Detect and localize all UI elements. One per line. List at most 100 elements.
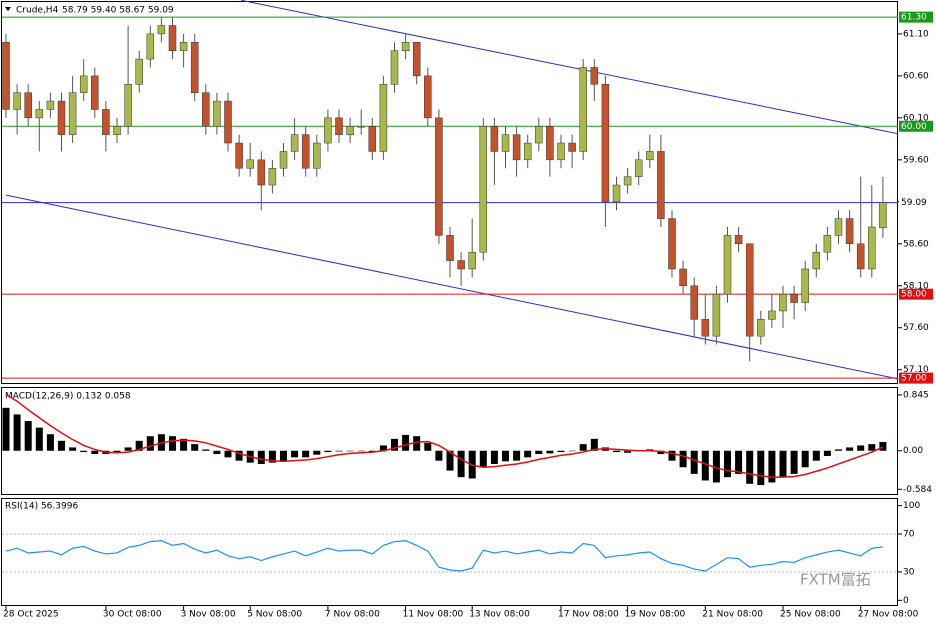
candle-body [801,268,809,303]
macd-bar [746,450,754,484]
candle-body [290,134,299,152]
candle-body [634,159,643,177]
macd-bar [291,450,299,458]
candle-body [712,293,721,337]
level-tag [899,197,933,209]
macd-bar [457,450,465,478]
candle-body [335,117,343,135]
candle-body [91,75,99,110]
macd-bar [113,450,121,453]
macd-bar [391,438,398,451]
y-tick-label: 0 [903,596,909,606]
y-tick-label: 59.60 [903,155,929,165]
x-tick-label: 3 Nov 08:00 [181,610,236,620]
candle-body [745,243,754,337]
macd-bar [191,444,199,451]
y-tick-label: 61.10 [903,29,929,39]
macd-bar [801,450,809,468]
macd-bar [35,427,43,451]
macd-signal [5,393,884,478]
level-tag [899,372,933,384]
candle-body [646,151,654,161]
macd-bar [535,450,543,455]
macd-bar [757,450,765,486]
x-tick-label: 17 Nov 08:00 [558,610,619,620]
price-panel [1,1,898,384]
macd-bar [402,434,410,451]
candle-body [368,126,377,152]
macd-bar [257,450,265,464]
macd-bar [690,450,698,474]
macd-bar [513,450,521,461]
macd-bar [679,450,687,468]
level-tag-label: 60.00 [901,122,927,132]
x-tick-label: 13 Nov 08:00 [469,610,530,620]
x-tick-label: 27 Nov 08:00 [858,610,919,620]
candle-body [268,167,277,186]
candle-body [46,100,55,110]
x-tick-label: 5 Nov 08:00 [247,610,302,620]
macd-bar [546,450,554,454]
macd-bar [213,450,221,455]
macd-bar [80,450,88,453]
candle-body [213,100,221,127]
x-tick-label: 21 Nov 08:00 [702,610,763,620]
macd-bar [24,421,32,451]
y-tick-label: 60.60 [903,71,929,81]
candle-body [501,134,510,152]
candle-body [313,142,321,169]
candle-body [224,100,232,144]
macd-bar [224,450,232,458]
y-tick-label: 57.10 [903,365,929,375]
candle-body [202,92,210,127]
candle-body [612,184,621,203]
x-tick-label: 28 Oct 2025 [3,610,59,620]
candle-body [257,159,266,186]
candle-body [346,126,354,135]
macd-bar [91,450,99,455]
macd-bar [490,450,498,464]
macd-bar [857,445,865,451]
macd-bar [180,438,188,451]
macd-bar [379,445,387,451]
macd-bar [724,450,731,478]
macd-bar [701,450,709,481]
macd-bar [58,440,65,451]
candle-body [679,268,687,287]
macd-bar [835,449,842,451]
macd-bar [712,450,720,483]
candle-body [446,235,454,261]
y-tick-label: 0.845 [903,390,929,400]
macd-bar [357,450,365,452]
macd-bar [313,450,321,455]
candle-body [546,126,554,161]
candle-body [757,319,765,337]
candle-body [512,134,521,161]
macd-bar [624,450,632,453]
level-tag-label: 57.00 [901,374,927,384]
candle-body [135,58,143,85]
candle-body [468,251,476,270]
candle-body [701,319,710,337]
macd-bar [46,434,54,451]
macd-bar [2,407,10,451]
macd-bar [768,450,776,483]
channel-line [241,0,899,135]
x-tick-label: 7 Nov 08:00 [325,610,380,620]
candle-body [457,260,465,270]
candle-body [168,25,177,51]
macd-bar [446,450,454,471]
candle-body [401,42,410,51]
candle-body [246,159,254,169]
candle-body [856,243,865,270]
level-tag [899,11,933,23]
x-tick-label: 25 Nov 08:00 [780,610,841,620]
macd-bar [735,450,743,474]
macd-bar [69,447,77,451]
rsi-line [5,540,883,572]
candle-body [357,126,365,128]
candle-body [301,134,310,169]
macd-bar [169,436,176,451]
macd-bar [779,450,787,478]
macd-bar [268,450,276,463]
